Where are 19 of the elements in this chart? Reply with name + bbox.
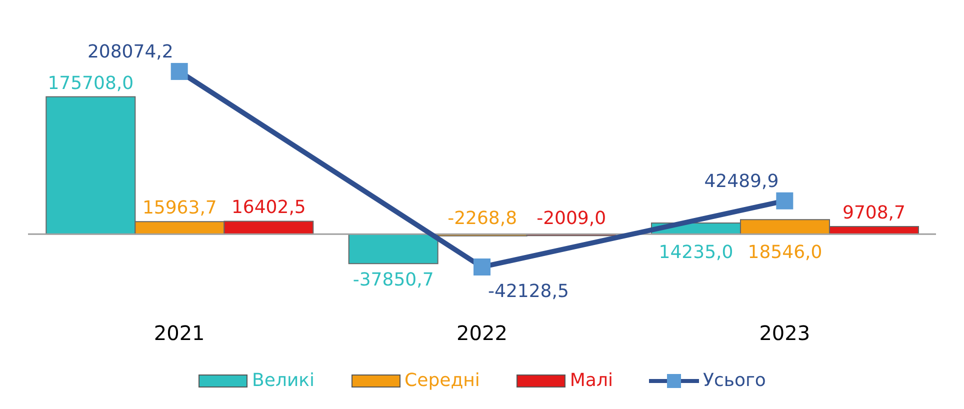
data-label: -2009,0 [536,208,606,230]
data-label: 175708,0 [48,72,134,94]
data-label: -2268,8 [448,208,518,230]
x-tick-label: 2021 [154,321,205,346]
data-label: 9708,7 [842,202,906,224]
data-label: -37850,7 [352,270,434,291]
data-label: 42489,9 [704,170,779,192]
legend-label: Малі [568,370,613,391]
x-tick-label: 2022 [456,321,508,346]
data-label: 18546,0 [748,242,822,264]
data-label: 15963,7 [142,198,217,219]
data-label: 16402,5 [231,197,306,218]
x-tick-label: 2023 [759,321,810,346]
data-label: 14235,0 [658,242,734,264]
legend-label: Усього [702,370,766,391]
legend-label: Середні [404,370,480,391]
data-label: 208074,2 [87,41,174,62]
data-label: -42128,5 [488,280,569,302]
legend-label: Великі [251,370,315,391]
